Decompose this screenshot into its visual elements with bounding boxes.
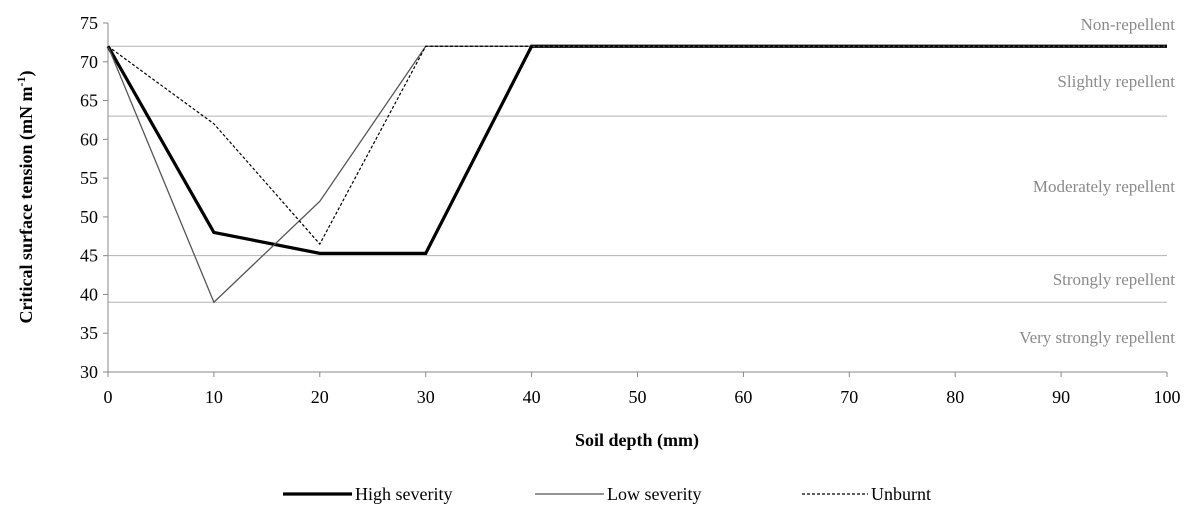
- x-tick-label: 80: [946, 387, 964, 407]
- y-tick-label: 45: [80, 246, 98, 266]
- x-tick-label: 50: [629, 387, 647, 407]
- y-tick-label: 50: [80, 207, 98, 227]
- y-tick-label: 70: [80, 52, 98, 72]
- y-tick-label: 55: [80, 168, 98, 188]
- x-tick-label: 30: [417, 387, 435, 407]
- threshold-labels: Non-repellent Slightly repellent Moderatel…: [1019, 15, 1175, 347]
- y-tick-labels: 30 35 40 45 50 55 60 65 70 75: [80, 13, 108, 382]
- x-tick-label: 0: [104, 387, 113, 407]
- x-tick-label: 10: [205, 387, 223, 407]
- x-tick-label: 100: [1154, 387, 1181, 407]
- zone-label-very-strongly-repellent: Very strongly repellent: [1019, 328, 1175, 347]
- y-tick-label: 65: [80, 91, 98, 111]
- x-tick-label: 90: [1052, 387, 1070, 407]
- x-tick-label: 40: [523, 387, 541, 407]
- y-axis-title-superscript: -1: [14, 77, 28, 87]
- y-tick-label: 75: [80, 13, 98, 33]
- y-axis-title-main: Critical surface tension (mN m: [16, 87, 37, 324]
- y-tick-label: 60: [80, 129, 98, 149]
- legend-label-unburnt: Unburnt: [871, 484, 931, 504]
- zone-label-strongly-repellent: Strongly repellent: [1053, 270, 1176, 289]
- legend-label-high-severity: High severity: [355, 484, 452, 504]
- series-line-unburnt: [107, 45, 1167, 246]
- x-axis-title: Soil depth (mm): [575, 430, 699, 451]
- y-tick-label: 30: [80, 362, 98, 382]
- x-tick-label: 70: [840, 387, 858, 407]
- axes: [107, 23, 1167, 373]
- y-axis-title: Critical surface tension (mN m-1): [14, 71, 37, 324]
- x-tick-label: 20: [311, 387, 329, 407]
- zone-label-slightly-repellent: Slightly repellent: [1057, 72, 1175, 91]
- series-lines: [106, 44, 1167, 304]
- y-tick-label: 35: [80, 323, 98, 343]
- x-tick-labels: 0 10 20 30 40 50 60 70 80 90 100: [104, 372, 1181, 407]
- y-axis-title-close: ): [16, 71, 37, 77]
- legend-label-low-severity: Low severity: [607, 484, 701, 504]
- x-tick-label: 60: [734, 387, 752, 407]
- zone-label-moderately-repellent: Moderately repellent: [1033, 177, 1175, 196]
- zone-label-non-repellent: Non-repellent: [1081, 15, 1176, 34]
- threshold-lines: [108, 45, 1167, 303]
- series-line-high-severity: [106, 44, 1167, 255]
- series-line-low-severity: [107, 45, 1167, 304]
- legend: High severity Low severity Unburnt: [283, 484, 931, 504]
- y-tick-label: 40: [80, 284, 98, 304]
